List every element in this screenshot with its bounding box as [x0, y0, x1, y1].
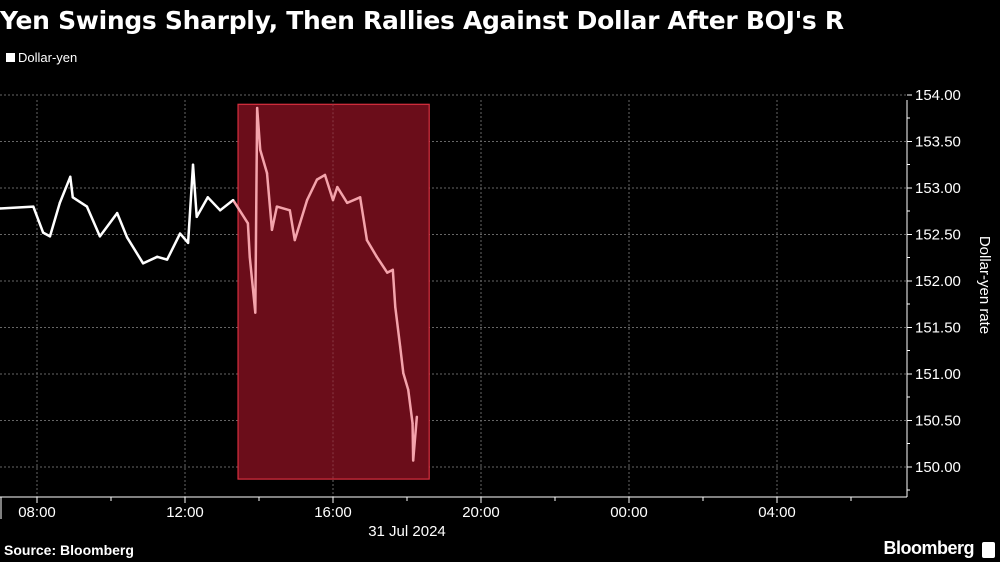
legend-label: Dollar-yen: [18, 50, 78, 65]
data-point: [293, 238, 296, 242]
data-point: [115, 211, 119, 215]
x-tick-label: 08:00: [18, 504, 56, 521]
y-axis-label: Dollar-yen rate: [976, 236, 993, 334]
data-point: [156, 255, 159, 259]
data-point: [375, 255, 378, 259]
data-point: [411, 422, 414, 425]
x-tick-label: 12:00: [166, 504, 204, 521]
data-point: [394, 305, 397, 309]
data-point: [315, 178, 319, 181]
y-tick-label: 153.00: [915, 180, 961, 197]
y-tick-label: 150.50: [915, 413, 961, 430]
data-point: [254, 311, 257, 314]
chart-title: Yen Swings Sharply, Then Rallies Against…: [0, 6, 844, 35]
data-point: [288, 209, 292, 212]
data-point: [98, 235, 102, 238]
data-point: [345, 201, 349, 205]
data-point: [69, 175, 72, 179]
data-point: [218, 209, 222, 212]
data-point: [191, 163, 195, 166]
data-point: [275, 205, 279, 208]
data-point: [178, 232, 182, 235]
data-point: [270, 228, 274, 232]
data-point: [331, 198, 335, 202]
data-point: [48, 235, 52, 238]
data-point: [0, 207, 2, 210]
data-point: [85, 205, 89, 208]
data-point: [141, 262, 145, 265]
data-point: [365, 238, 369, 242]
data-point: [206, 196, 210, 199]
y-tick-label: 150.00: [915, 459, 961, 476]
data-point: [336, 185, 339, 189]
data-point: [248, 255, 251, 259]
y-tick-label: 152.50: [915, 227, 961, 244]
y-tick-label: 153.50: [915, 134, 961, 151]
data-point: [32, 205, 35, 208]
brand-logo: Bloomberg: [883, 538, 974, 558]
data-point: [411, 459, 415, 462]
x-tick-label: 00:00: [610, 504, 648, 521]
x-axis-label: 31 Jul 2024: [368, 523, 446, 540]
data-point: [259, 148, 262, 152]
y-tick-label: 151.00: [915, 366, 961, 383]
data-point: [415, 415, 419, 418]
x-tick-label: 20:00: [462, 504, 500, 521]
data-point: [407, 388, 410, 392]
data-point: [305, 198, 309, 202]
data-point: [165, 258, 169, 261]
y-tick-label: 154.00: [915, 87, 961, 104]
data-point: [71, 196, 74, 199]
x-tick-label: 16:00: [314, 504, 352, 521]
source-note: Source: Bloomberg: [4, 542, 134, 558]
data-point: [323, 173, 327, 177]
data-point: [246, 222, 250, 225]
data-point: [195, 215, 198, 219]
legend-swatch: [6, 53, 15, 62]
data-point: [58, 201, 62, 205]
bloomberg-icon: [982, 542, 995, 558]
legend: Dollar-yen: [6, 50, 77, 65]
data-point: [231, 198, 235, 202]
highlight-region: [237, 103, 430, 480]
y-tick-label: 152.00: [915, 273, 961, 290]
data-point: [255, 106, 259, 110]
data-point: [265, 171, 269, 175]
data-point: [358, 196, 362, 199]
x-tick-label: 04:00: [758, 504, 796, 521]
data-point: [402, 371, 405, 375]
data-point: [391, 268, 395, 272]
data-point: [186, 241, 190, 245]
data-point: [399, 345, 402, 349]
data-point: [386, 271, 389, 274]
data-point: [125, 236, 129, 239]
data-point: [41, 231, 45, 234]
y-tick-label: 151.50: [915, 320, 961, 337]
